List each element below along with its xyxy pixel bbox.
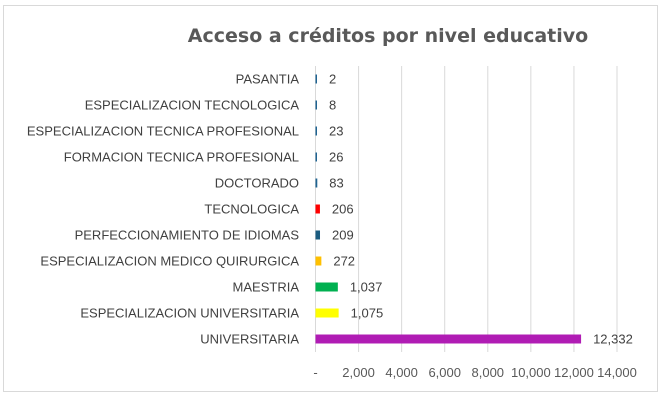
bar <box>315 204 320 214</box>
category-label: MAESTRIA <box>233 280 300 295</box>
bar <box>315 308 339 318</box>
category-label: PERFECCIONAMIENTO DE IDIOMAS <box>75 228 300 243</box>
x-tick-label: 10,000 <box>511 365 551 380</box>
x-tick-label: 6,000 <box>428 365 461 380</box>
category-label: FORMACION TECNICA PROFESIONAL <box>64 150 299 165</box>
chart-area <box>3 5 658 392</box>
x-tick-label: 2,000 <box>342 365 375 380</box>
category-label: ESPECIALIZACION TECNOLOGICA <box>85 98 300 113</box>
data-label: 209 <box>332 228 354 243</box>
data-label: 206 <box>332 202 354 217</box>
bar <box>315 334 582 344</box>
x-tick-label: - <box>313 365 317 380</box>
data-label: 8 <box>329 98 336 113</box>
bar <box>315 152 317 162</box>
bar <box>315 230 321 240</box>
bar <box>315 282 338 292</box>
data-label: 23 <box>329 124 343 139</box>
x-tick-label: 4,000 <box>385 365 418 380</box>
category-label: ESPECIALIZACION MEDICO QUIRURGICA <box>40 254 299 269</box>
data-label: 2 <box>329 72 336 87</box>
bar <box>315 74 317 84</box>
category-label: DOCTORADO <box>215 176 299 191</box>
data-label: 1,075 <box>351 306 384 321</box>
x-tick-label: 12,000 <box>554 365 594 380</box>
bar <box>315 178 318 188</box>
data-label: 12,332 <box>593 332 633 347</box>
category-label: ESPECIALIZACION TECNICA PROFESIONAL <box>27 124 299 139</box>
category-label: UNIVERSITARIA <box>200 332 299 347</box>
x-tick-label: 8,000 <box>472 365 505 380</box>
data-label: 272 <box>333 254 355 269</box>
category-label: PASANTIA <box>236 72 300 87</box>
x-tick-label: 14,000 <box>597 365 637 380</box>
data-label: 1,037 <box>350 280 383 295</box>
category-label: ESPECIALIZACION UNIVERSITARIA <box>80 306 299 321</box>
data-label: 26 <box>329 150 343 165</box>
category-label: TECNOLOGICA <box>204 202 299 217</box>
bar <box>315 100 317 110</box>
bar <box>315 126 317 136</box>
data-label: 83 <box>329 176 343 191</box>
bar <box>315 256 322 266</box>
chart-title: Acceso a créditos por nivel educativo <box>188 25 588 47</box>
